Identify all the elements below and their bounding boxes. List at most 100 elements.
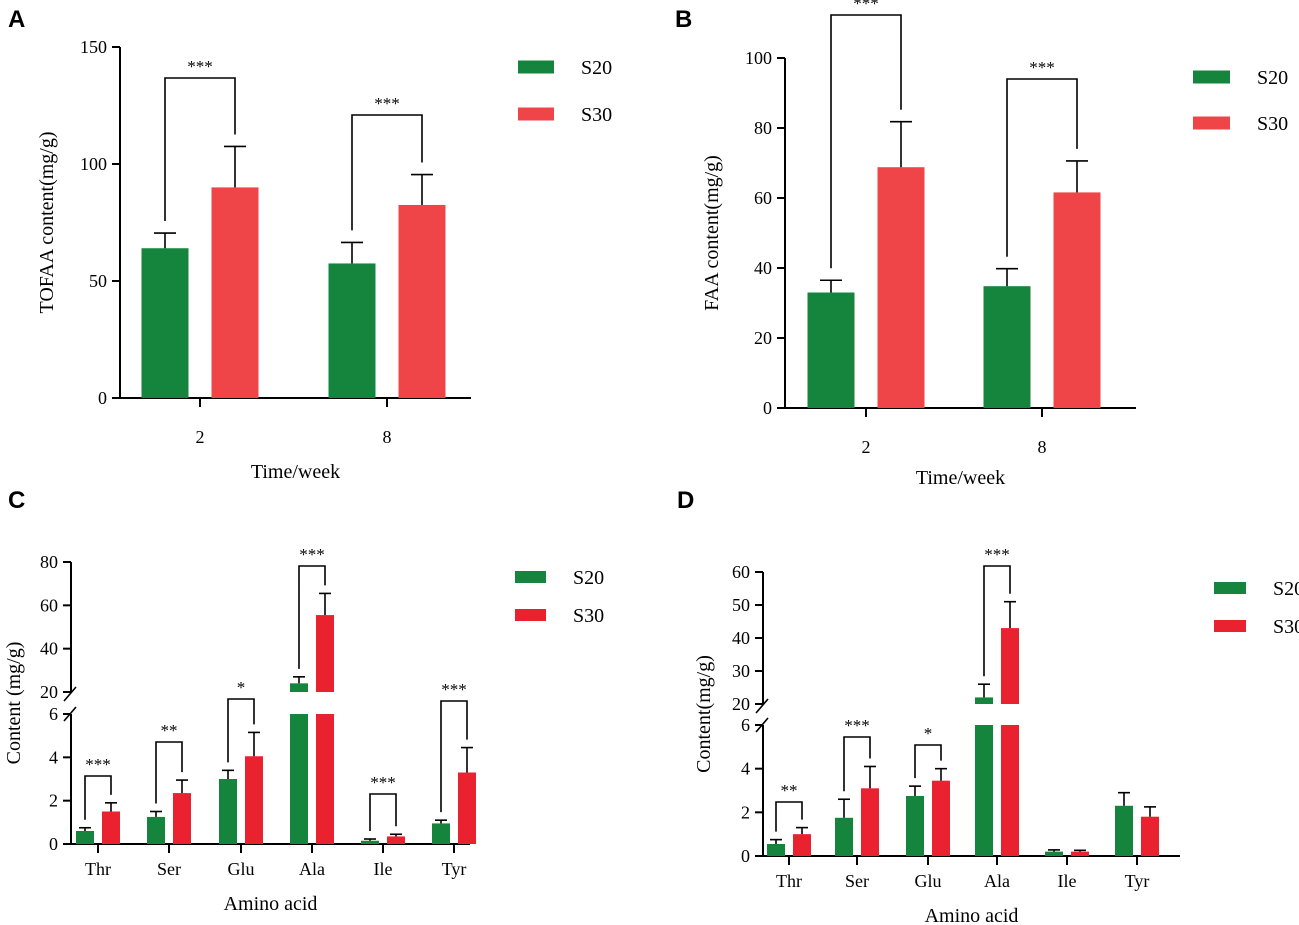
- bar-s20: [1115, 805, 1133, 856]
- y-tick-label: 6: [741, 715, 750, 735]
- y-tick-label: 50: [89, 271, 107, 291]
- bar-s30: [245, 756, 263, 844]
- significance-label: *: [237, 678, 246, 697]
- bar-s30-lower: [1001, 725, 1019, 856]
- significance-label: ***: [299, 545, 325, 564]
- x-tick-label: 8: [1038, 437, 1047, 457]
- significance-bracket: [775, 801, 803, 832]
- bar-s30-upper: [316, 615, 334, 692]
- significance-bracket: [227, 698, 255, 763]
- y-axis-label: Content(mg/g): [693, 655, 715, 773]
- axis-break-mark: [63, 686, 77, 702]
- x-tick-label: Glu: [228, 859, 255, 879]
- x-axis-label: Time/week: [251, 461, 340, 483]
- x-tick-label: Thr: [85, 859, 111, 879]
- bar-s30: [173, 793, 191, 844]
- panel-label: B: [675, 6, 692, 33]
- significance-label: ***: [187, 57, 213, 76]
- bar-s30: [1053, 192, 1101, 408]
- y-tick-label: 50: [732, 595, 750, 615]
- y-tick-label: 0: [98, 388, 107, 408]
- bar-s20: [983, 286, 1031, 408]
- bar-s20: [807, 292, 855, 408]
- bar-s30: [1071, 851, 1089, 856]
- significance-label: ***: [984, 545, 1010, 564]
- legend-label: S30: [573, 605, 604, 627]
- x-axis-label: Time/week: [916, 467, 1005, 489]
- legend-swatch-s20: [1214, 582, 1246, 594]
- bar-s20: [76, 831, 94, 844]
- bar-s20-upper: [290, 683, 308, 692]
- bar-s20: [328, 263, 376, 398]
- bar-s20: [1045, 851, 1063, 856]
- x-tick-label: Ala: [299, 859, 325, 879]
- significance-bracket: [843, 736, 871, 792]
- y-tick-label: 0: [49, 834, 58, 854]
- significance-bracket: [369, 793, 397, 832]
- panel-label: C: [8, 487, 25, 514]
- significance-label: ***: [370, 773, 396, 792]
- y-tick-label: 60: [732, 562, 750, 582]
- x-tick-label: Ser: [845, 871, 869, 891]
- y-tick-label: 20: [40, 682, 58, 702]
- bar-s30: [1141, 816, 1159, 856]
- bar-s20: [767, 843, 785, 856]
- bar-s30-upper: [1001, 628, 1019, 704]
- y-tick-label: 40: [754, 258, 772, 278]
- panel-label: D: [677, 487, 694, 514]
- legend-label: S20: [1273, 578, 1299, 600]
- y-tick-label: 60: [754, 188, 772, 208]
- y-axis-label: TOFAA content(mg/g): [36, 131, 58, 313]
- y-tick-label: 4: [741, 759, 750, 779]
- bar-s20: [906, 795, 924, 856]
- significance-label: ***: [441, 680, 467, 699]
- legend-swatch-s30: [518, 107, 554, 121]
- legend-label: S20: [573, 567, 604, 589]
- y-tick-label: 2: [49, 791, 58, 811]
- significance-bracket: [298, 565, 326, 669]
- x-tick-label: Ser: [157, 859, 181, 879]
- bar-s20: [361, 840, 379, 844]
- y-tick-label: 40: [40, 639, 58, 659]
- y-tick-label: 4: [49, 747, 58, 767]
- x-tick-label: 2: [196, 427, 205, 447]
- bar-s30: [932, 780, 950, 856]
- x-axis-label: Amino acid: [224, 893, 318, 915]
- significance-label: ***: [844, 716, 870, 735]
- y-tick-label: 6: [49, 704, 58, 724]
- panel-label: A: [8, 6, 25, 33]
- y-tick-label: 30: [732, 661, 750, 681]
- significance-bracket: [830, 14, 902, 269]
- bar-s30: [387, 836, 405, 844]
- x-tick-label: Ala: [984, 871, 1010, 891]
- y-axis-label: Content (mg/g): [3, 642, 25, 765]
- y-tick-label: 40: [732, 628, 750, 648]
- axis-break-mark: [755, 698, 769, 714]
- bar-s20: [432, 823, 450, 844]
- significance-label: **: [161, 721, 178, 740]
- bar-s20: [219, 779, 237, 844]
- panel-A: A 0 50 100 150 2 8 Time/week TOFAA content(mg/g)…: [8, 6, 612, 483]
- y-tick-label: 150: [80, 37, 107, 57]
- legend-swatch-s30: [1193, 116, 1230, 130]
- significance-bracket: [1006, 78, 1078, 257]
- significance-label: ***: [1029, 58, 1055, 77]
- bar-s30: [793, 834, 811, 856]
- legend-swatch-s20: [515, 571, 546, 583]
- legend-label: S30: [1273, 616, 1299, 638]
- bar-s30: [102, 811, 120, 844]
- panel-C: C 0 2 4 620 40 60 80 Thr Ser Glu Ala Ile Tyr Amino aci…: [3, 487, 604, 915]
- legend-label: S30: [581, 104, 612, 126]
- x-axis-label: Amino acid: [925, 905, 1019, 925]
- panel-D: D 0 2 4 620 30 40 50 60 Thr Ser Glu Ala Ile Tyr Amino a…: [677, 487, 1299, 925]
- y-tick-label: 2: [741, 802, 750, 822]
- x-tick-label: Tyr: [442, 859, 467, 879]
- bar-s20: [147, 816, 165, 844]
- bar-s30: [877, 167, 925, 408]
- legend-label: S20: [581, 57, 612, 79]
- legend-label: S20: [1257, 67, 1288, 89]
- y-tick-label: 0: [741, 846, 750, 866]
- significance-label: **: [781, 781, 798, 800]
- x-tick-label: Thr: [776, 871, 802, 891]
